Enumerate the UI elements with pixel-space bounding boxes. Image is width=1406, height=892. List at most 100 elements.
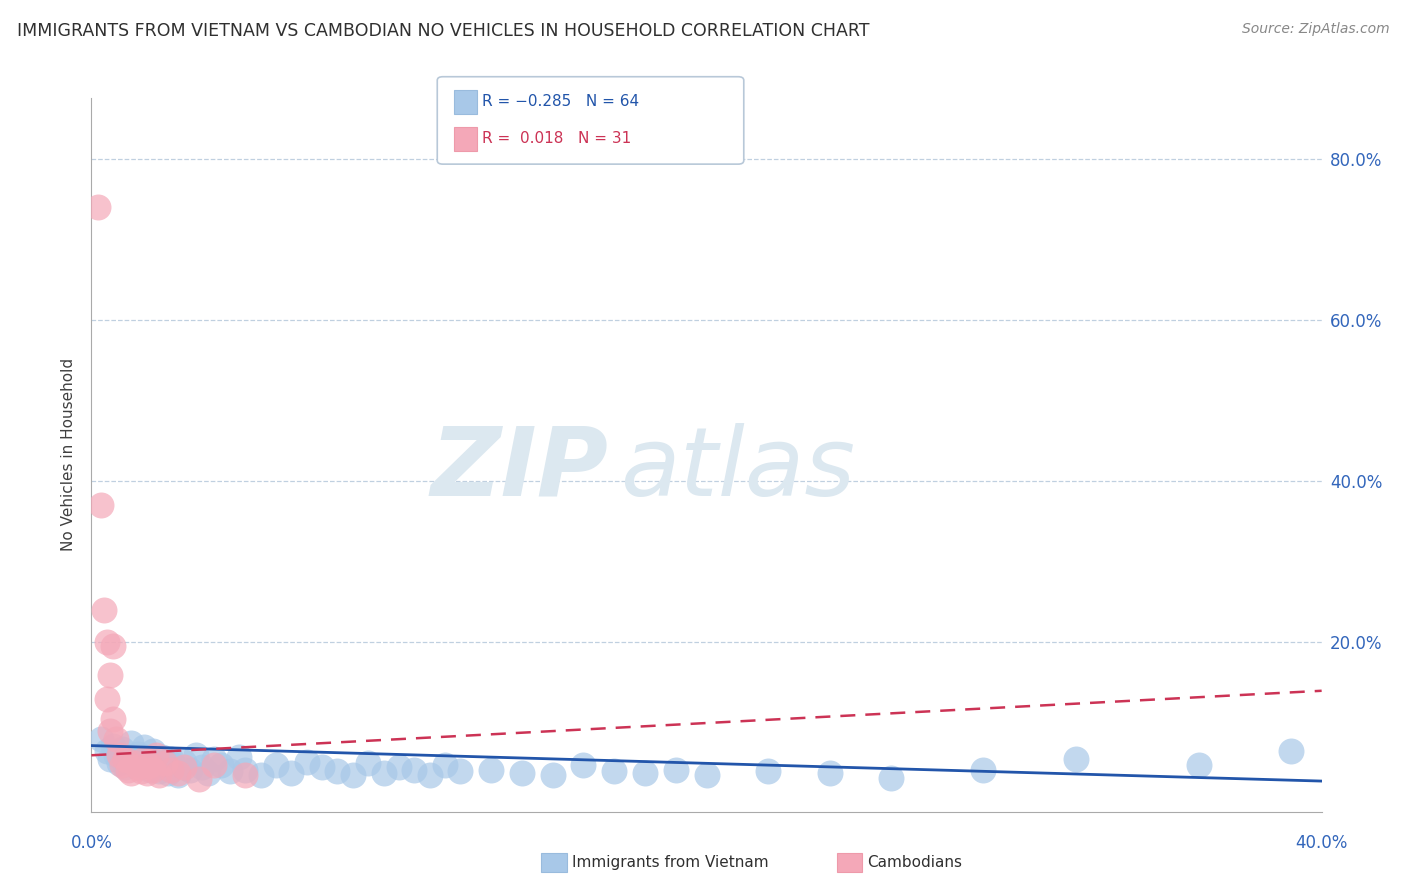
Text: R =  0.018   N = 31: R = 0.018 N = 31 (482, 131, 631, 146)
Point (191, 760, 214, 774)
Point (163, 758, 186, 772)
Point (135, 752, 157, 766)
Point (93, 603, 115, 617)
Point (634, 766, 657, 780)
Point (111, 741, 134, 756)
Text: atlas: atlas (620, 423, 855, 516)
Point (139, 758, 162, 772)
Point (101, 739, 124, 753)
Point (98, 724, 121, 739)
Point (86, 200, 108, 214)
Point (117, 750, 139, 764)
Point (90, 498, 112, 512)
Y-axis label: No Vehicles in Household: No Vehicles in Household (60, 359, 76, 551)
Point (342, 768, 364, 782)
Point (173, 755, 195, 769)
Text: Source: ZipAtlas.com: Source: ZipAtlas.com (1241, 22, 1389, 37)
Point (139, 763, 162, 777)
Point (173, 760, 195, 774)
Point (98, 667, 121, 681)
Point (179, 763, 201, 777)
Point (108, 748, 131, 763)
Point (101, 712, 124, 726)
Point (202, 752, 225, 766)
Point (127, 760, 149, 774)
Point (295, 755, 318, 769)
Point (148, 764, 170, 779)
Point (479, 763, 502, 777)
Point (111, 758, 134, 772)
Point (696, 768, 718, 782)
Point (129, 758, 152, 772)
Point (150, 750, 173, 764)
Text: Immigrants from Vietnam: Immigrants from Vietnam (572, 855, 769, 870)
Text: R = −0.285   N = 64: R = −0.285 N = 64 (482, 95, 640, 110)
Point (1187, 758, 1209, 772)
Point (148, 768, 170, 782)
Point (160, 763, 183, 777)
Point (96, 635, 118, 649)
Point (124, 756, 146, 771)
Point (357, 756, 380, 771)
Point (153, 760, 177, 774)
Point (142, 744, 165, 758)
Point (880, 771, 903, 785)
Point (120, 736, 142, 750)
Point (756, 764, 779, 779)
Point (114, 752, 136, 766)
Point (157, 766, 180, 780)
Point (434, 758, 457, 772)
Point (135, 766, 157, 780)
Point (117, 763, 139, 777)
Point (228, 750, 250, 764)
Point (160, 752, 183, 766)
Point (127, 747, 149, 761)
Point (311, 760, 333, 774)
Point (665, 763, 688, 777)
Point (188, 772, 211, 787)
Point (280, 766, 302, 780)
Point (145, 756, 167, 771)
Text: Cambodians: Cambodians (868, 855, 963, 870)
Point (132, 740, 155, 755)
Point (124, 755, 146, 769)
Text: 0.0%: 0.0% (70, 834, 112, 852)
Point (419, 768, 441, 782)
Point (249, 768, 271, 782)
Point (96, 744, 118, 758)
Point (90, 732, 112, 747)
Point (541, 768, 564, 782)
Point (184, 748, 207, 763)
Point (209, 758, 232, 772)
Text: 40.0%: 40.0% (1295, 834, 1348, 852)
Point (105, 732, 127, 747)
Point (108, 756, 131, 771)
Point (105, 748, 127, 763)
Point (153, 756, 177, 771)
Point (404, 763, 426, 777)
Point (142, 763, 165, 777)
Point (166, 766, 188, 780)
Point (145, 748, 167, 763)
Point (233, 768, 256, 782)
Point (96, 691, 118, 706)
Point (218, 764, 240, 779)
Point (326, 764, 349, 779)
Point (114, 760, 136, 774)
Point (129, 764, 152, 779)
Point (818, 766, 841, 780)
Point (98, 752, 121, 766)
Point (120, 766, 142, 780)
Point (233, 763, 256, 777)
Text: IMMIGRANTS FROM VIETNAM VS CAMBODIAN NO VEHICLES IN HOUSEHOLD CORRELATION CHART: IMMIGRANTS FROM VIETNAM VS CAMBODIAN NO … (17, 22, 869, 40)
Point (166, 768, 188, 782)
Point (972, 763, 994, 777)
Text: ZIP: ZIP (430, 423, 607, 516)
Point (603, 764, 626, 779)
Point (101, 640, 124, 654)
Point (264, 758, 287, 772)
Point (388, 760, 411, 774)
Point (373, 766, 395, 780)
Point (510, 766, 533, 780)
Point (197, 766, 219, 780)
